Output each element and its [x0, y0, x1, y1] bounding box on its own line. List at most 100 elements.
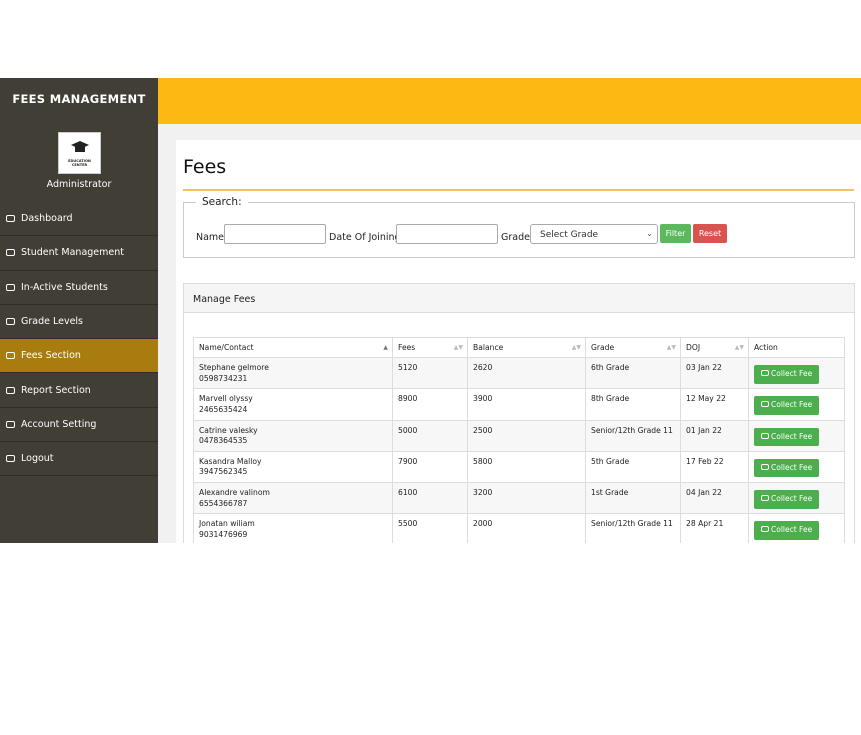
collect-fee-button[interactable]: Collect Fee: [754, 458, 820, 478]
content-card: Fees Search: Name Date Of Joining Grade …: [176, 140, 861, 543]
header-text: Fees: [398, 343, 416, 352]
logo-text: EDUCATION: [68, 159, 91, 163]
table-row: Catrine valesky 0478364535 5000 2500 Senior/…: [193, 419, 845, 452]
grade-value: 5th Grade: [591, 456, 630, 466]
cell: Catrine valesky 0478364535: [193, 419, 393, 452]
sidebar-title: FEES MANAGEMENT: [12, 92, 146, 106]
menu-label: Grade Levels: [21, 316, 84, 328]
table-row: Stephane gelmore 0598734231 5120 2620 6th Gr…: [193, 356, 845, 390]
menu-item[interactable]: Dashboard: [0, 202, 158, 237]
student-name: Jonatan wiliam: [199, 519, 255, 529]
button-text: Collect Fee: [771, 369, 813, 378]
grade-value: Senior/12th Grade 11: [591, 425, 673, 435]
cell: 8th Grade: [585, 388, 681, 421]
user-role: Administrator: [46, 179, 112, 190]
column-header[interactable]: Balance ▲▼: [467, 337, 586, 358]
table-row: Kasandra Malloy 3947562345 7900 5800 5th Gra…: [193, 450, 845, 484]
column-header[interactable]: Name/Contact ▲: [193, 337, 393, 358]
cell: Collect Fee: [748, 450, 845, 484]
cell: 8900: [392, 388, 468, 421]
doj-value: 28 Apr 21: [686, 519, 724, 529]
collect-fee-button[interactable]: Collect Fee: [754, 396, 820, 415]
balance-value: 3900: [473, 394, 493, 404]
cell: 5500: [392, 513, 468, 543]
header-text: DOJ: [686, 343, 701, 352]
table-row: Jonatan wiliam 9031476969 5500 2000 Senior/1…: [193, 513, 845, 543]
menu-icon: [6, 352, 15, 360]
menu-item[interactable]: Account Setting: [0, 408, 158, 443]
doj-value: 03 Jan 22: [686, 363, 722, 372]
menu-label: In-Active Students: [21, 281, 108, 293]
menu-label: Student Management: [21, 247, 124, 259]
collect-fee-button[interactable]: Collect Fee: [754, 521, 820, 540]
cell: Alexandre valinom 6554366787: [193, 482, 393, 515]
fees-value: 5120: [398, 363, 418, 372]
menu-item[interactable]: Student Management: [0, 236, 158, 271]
filter-button[interactable]: Filter: [660, 224, 691, 243]
doj-input[interactable]: [396, 224, 498, 244]
student-name: Kasandra Malloy: [199, 456, 262, 466]
label: Grade: [501, 232, 530, 243]
reset-button[interactable]: Reset: [693, 224, 727, 243]
column-header: Action: [748, 337, 845, 358]
fees-panel: Manage Fees Name/Contact ▲ Fees ▲▼ Balance ▲▼…: [183, 283, 855, 543]
doj-value: 04 Jan 22: [686, 488, 722, 498]
cell: Marvell olyssy 2465635424: [193, 388, 393, 421]
menu-icon: [6, 318, 15, 326]
button-icon: [761, 401, 769, 408]
menu-icon: [6, 386, 15, 394]
menu-icon: [6, 249, 15, 257]
column-header[interactable]: Fees ▲▼: [392, 337, 468, 358]
cell: Senior/12th Grade 11: [585, 419, 681, 452]
button-text: Collect Fee: [771, 400, 813, 410]
button-icon: [761, 370, 769, 376]
button-text: Collect Fee: [771, 431, 813, 441]
collect-fee-button[interactable]: Collect Fee: [754, 490, 820, 509]
doj-value: 12 May 22: [686, 394, 726, 404]
doj-value: 17 Feb 22: [686, 456, 724, 466]
cell: 5th Grade: [585, 450, 681, 484]
cell: Collect Fee: [748, 388, 845, 421]
student-contact: 3947562345: [199, 467, 248, 477]
collect-fee-button[interactable]: Collect Fee: [754, 365, 820, 384]
cell: 2620: [467, 356, 586, 390]
cell: 01 Jan 22: [680, 419, 749, 452]
column-header[interactable]: DOJ ▲▼: [680, 337, 749, 358]
sort-icon: ▲▼: [734, 344, 744, 351]
sidebar: FEES MANAGEMENT EDUCATION CENTER Adminis…: [0, 78, 158, 543]
student-contact: 9031476969: [199, 529, 248, 539]
button-icon: [761, 495, 769, 502]
menu-label: Report Section: [21, 384, 91, 396]
menu-icon: [6, 283, 15, 291]
balance-value: 2000: [473, 519, 493, 529]
student-contact: 6554366787: [199, 498, 248, 508]
sort-icon: ▲: [383, 344, 388, 351]
cell: 5000: [392, 419, 468, 452]
grade-select[interactable]: Select Grade ⌄: [530, 224, 658, 244]
cell: 2500: [467, 419, 586, 452]
logo: EDUCATION CENTER: [58, 132, 101, 174]
student-name: Marvell olyssy: [199, 394, 253, 404]
header-text: Balance: [473, 343, 504, 352]
menu-label: Dashboard: [21, 213, 73, 225]
cell: Collect Fee: [748, 419, 845, 452]
menu-item[interactable]: Logout: [0, 442, 158, 477]
balance-value: 2620: [473, 363, 493, 372]
cell: 12 May 22: [680, 388, 749, 421]
menu-item[interactable]: Report Section: [0, 373, 158, 408]
menu-item[interactable]: In-Active Students: [0, 271, 158, 305]
page-title: Fees: [183, 156, 227, 178]
collect-fee-button[interactable]: Collect Fee: [754, 427, 820, 447]
menu-item[interactable]: Fees Section: [0, 339, 158, 374]
cell: Collect Fee: [748, 513, 845, 543]
column-header[interactable]: Grade ▲▼: [585, 337, 681, 358]
grade-value: Senior/12th Grade 11: [591, 519, 673, 529]
select-text: Select Grade: [540, 230, 599, 240]
cell: 3900: [467, 388, 586, 421]
name-input[interactable]: [224, 224, 326, 244]
cell: Kasandra Malloy 3947562345: [193, 450, 393, 484]
button-text: Collect Fee: [771, 462, 813, 472]
menu-item[interactable]: Grade Levels: [0, 305, 158, 340]
sort-icon: ▲▼: [453, 344, 463, 351]
student-name: Catrine valesky: [199, 425, 258, 435]
